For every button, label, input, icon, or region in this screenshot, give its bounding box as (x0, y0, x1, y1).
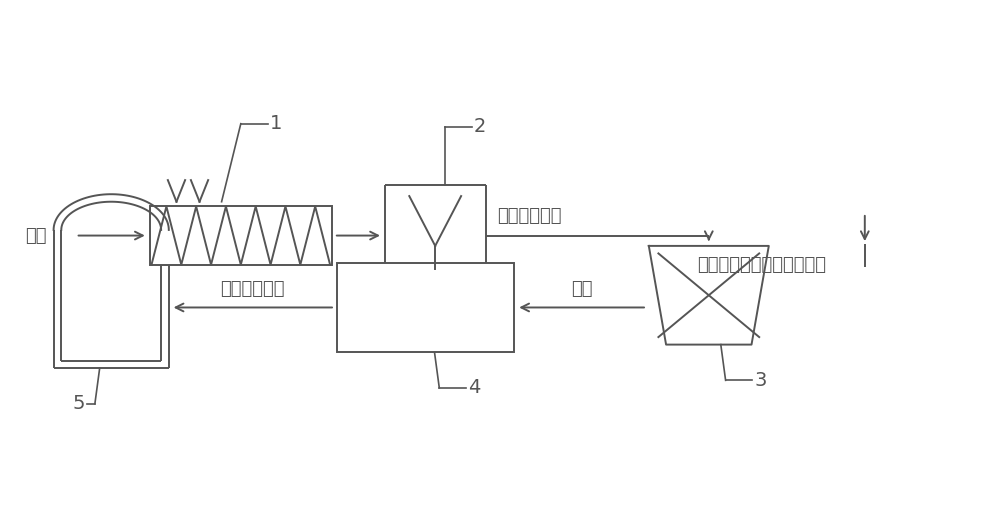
Text: 制浆: 制浆 (571, 280, 592, 298)
Text: 油泥: 油泥 (25, 227, 46, 244)
Text: 水、煤、含氟聚缧酸分散剂: 水、煤、含氟聚缧酸分散剂 (697, 256, 826, 274)
Text: 2: 2 (474, 117, 486, 136)
Text: 4: 4 (468, 379, 480, 397)
Bar (150, 206, 332, 265)
Polygon shape (649, 246, 769, 345)
Text: 强制传质分散: 强制传质分散 (221, 280, 285, 298)
Text: 5: 5 (73, 394, 85, 413)
Text: 1: 1 (270, 114, 282, 133)
Text: 调制后的油泥: 调制后的油泥 (497, 207, 562, 225)
Text: 3: 3 (754, 371, 767, 390)
Bar (337, 263, 514, 352)
